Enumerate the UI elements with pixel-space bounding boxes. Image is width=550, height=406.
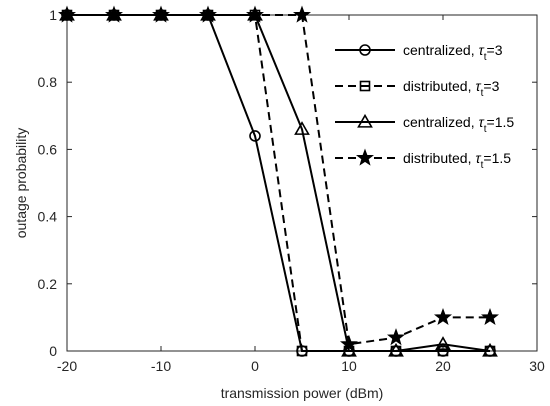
y-tick-label: 0 (49, 343, 57, 359)
y-tick-label: 0.8 (38, 74, 58, 90)
legend-marker (359, 44, 371, 56)
series-line (67, 14, 490, 352)
legend-label: distributed, τt=3 (403, 78, 500, 99)
x-tick-label: -10 (151, 358, 171, 374)
data-point (386, 328, 406, 346)
legend-entry-2: distributed, τt=3 (335, 78, 500, 99)
data-point (245, 5, 265, 23)
legend-marker (357, 113, 373, 128)
legend: centralized, τt=3 distributed, τt=3 centra… (335, 42, 514, 171)
x-axis-label: transmission power (dBm) (221, 385, 384, 401)
data-point (296, 345, 308, 357)
x-tick-label: 30 (529, 358, 545, 374)
x-tick-label: -20 (57, 358, 77, 374)
x-tick-label: 20 (435, 358, 451, 374)
legend-label: centralized, τt=1.5 (403, 114, 514, 135)
data-point (294, 121, 310, 135)
data-point (104, 5, 124, 23)
series-4 (57, 5, 500, 352)
data-point (433, 307, 453, 326)
data-point (198, 5, 218, 23)
series-line (67, 14, 490, 346)
legend-label: distributed, τt=1.5 (403, 150, 511, 171)
plot-frame (66, 14, 538, 352)
axes: -20 -10 0 10 20 30 0 0.2 0.4 0.6 0.8 1 (38, 7, 545, 374)
data-point (435, 336, 451, 350)
data-point (292, 5, 312, 23)
y-tick-label: 0.2 (38, 276, 58, 292)
data-point (437, 345, 449, 357)
y-tick-label: 0.4 (38, 209, 58, 225)
series-layer (57, 5, 500, 357)
y-axis-label: outage probability (13, 128, 29, 239)
legend-label: centralized, τt=3 (403, 42, 503, 63)
data-point (339, 334, 359, 352)
y-tick-label: 0.6 (38, 141, 58, 157)
data-point (249, 130, 261, 142)
legend-entry-1: centralized, τt=3 (335, 42, 503, 63)
data-point (57, 5, 77, 23)
x-tick-label: 0 (251, 358, 259, 374)
legend-marker (355, 148, 375, 166)
series-2 (61, 9, 496, 357)
data-point (482, 342, 498, 357)
legend-marker (359, 80, 371, 92)
data-point (480, 307, 500, 326)
data-point (388, 342, 404, 357)
x-tick-label: 10 (341, 358, 357, 374)
legend-entry-3: centralized, τt=1.5 (335, 113, 514, 135)
y-tick-label: 1 (49, 7, 57, 23)
legend-entry-4: distributed, τt=1.5 (335, 148, 511, 171)
data-point (151, 5, 171, 23)
